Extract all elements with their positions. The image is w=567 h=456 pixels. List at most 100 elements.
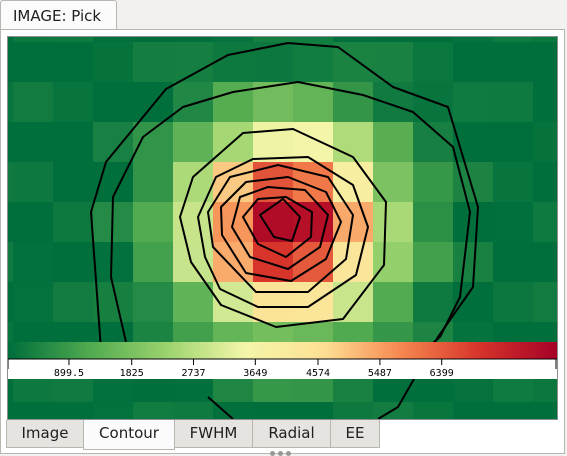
image-pixel [53, 37, 93, 42]
colorbar-segment [206, 342, 210, 359]
colorbar-segment [509, 342, 513, 359]
image-pixel [173, 202, 213, 242]
colorbar-segment [479, 342, 483, 359]
colorbar-segment [302, 342, 306, 359]
image-pixel [333, 162, 373, 202]
pane-resize-handle[interactable] [270, 451, 294, 456]
image-pixel [53, 242, 93, 282]
tab-radial[interactable]: Radial [252, 420, 331, 448]
contour-viewer[interactable]: 899.5 1825 2737 3649 4574 5487 6399 [7, 36, 558, 420]
image-pixel [213, 402, 253, 419]
image-pixel [213, 42, 253, 82]
image-pixel [8, 202, 13, 242]
image-pixel [93, 82, 133, 122]
colorbar-segment [122, 342, 126, 359]
colorbar-segment [167, 342, 171, 359]
colorbar-segment [59, 342, 63, 359]
bottom-tab-bar: Image Contour FWHM Radial EE [6, 420, 380, 450]
image-pixel [8, 242, 13, 282]
colorbar-segment [71, 342, 75, 359]
image-pixel [133, 202, 173, 242]
colorbar-segment [221, 342, 225, 359]
colorbar-segment [227, 342, 231, 359]
image-pixel [213, 37, 253, 42]
image-pixel [533, 37, 557, 42]
colorbar-segment [89, 342, 93, 359]
image-pixel [93, 37, 133, 42]
colorbar-segment [104, 342, 108, 359]
colorbar-segment [161, 342, 165, 359]
image-pixel [373, 162, 413, 202]
image-pixel [173, 82, 213, 122]
colorbar-segment [317, 342, 321, 359]
colorbar-segment [356, 342, 360, 359]
image-pixel [213, 82, 253, 122]
image-pixel [533, 82, 557, 122]
colorbar-segment [116, 342, 120, 359]
colorbar-segment [212, 342, 216, 359]
image-pixel [533, 202, 557, 242]
image-pixel [333, 242, 373, 282]
colorbar-tick-label: 4574 [306, 368, 330, 379]
tab-ee[interactable]: EE [330, 420, 380, 448]
colorbar-segment [296, 342, 300, 359]
colorbar-segment [452, 342, 456, 359]
image-pixel [413, 42, 453, 82]
image-pixel [253, 402, 293, 419]
image-pixel [173, 122, 213, 162]
image-pixel [53, 402, 93, 419]
colorbar-segment [14, 342, 18, 359]
colorbar-segment [224, 342, 228, 359]
tab-contour[interactable]: Contour [83, 420, 175, 450]
colorbar-segment [182, 342, 186, 359]
image-pixel [13, 242, 53, 282]
colorbar-segment [506, 342, 510, 359]
image-pixel [13, 402, 53, 419]
colorbar-segment [338, 342, 342, 359]
colorbar-segment [218, 342, 222, 359]
colorbar-segment [311, 342, 315, 359]
image-pixel [93, 122, 133, 162]
colorbar-segment [260, 342, 264, 359]
image-pixel [373, 82, 413, 122]
colorbar-segment [86, 342, 90, 359]
image-pixel [253, 282, 293, 322]
colorbar-segment [20, 342, 24, 359]
image-pixel [493, 37, 533, 42]
colorbar-segment [494, 342, 498, 359]
colorbar-segment [527, 342, 531, 359]
colorbar-tick-label: 6399 [430, 368, 454, 379]
contour-level-4 [197, 156, 369, 308]
colorbar-segment [488, 342, 492, 359]
image-pixel [53, 202, 93, 242]
image-pixel [53, 42, 93, 82]
image-pixel [93, 242, 133, 282]
colorbar-segment [551, 342, 555, 359]
colorbar-segment [239, 342, 243, 359]
colorbar-segment [362, 342, 366, 359]
colorbar-segment [443, 342, 447, 359]
colorbar-segment [164, 342, 168, 359]
image-pixel [213, 242, 253, 282]
contour-canvas[interactable]: 899.5 1825 2737 3649 4574 5487 6399 [8, 37, 557, 419]
image-pixel [533, 242, 557, 282]
colorbar-segment [236, 342, 240, 359]
image-pixel [373, 37, 413, 42]
image-pixel [333, 402, 373, 419]
image-pixel [413, 402, 453, 419]
tab-image[interactable]: Image [6, 420, 84, 448]
image-pixel [8, 282, 13, 322]
colorbar-label-strip [8, 359, 557, 379]
colorbar-segment [50, 342, 54, 359]
colorbar-segment [371, 342, 375, 359]
image-pixel [253, 37, 293, 42]
tab-fwhm[interactable]: FWHM [174, 420, 253, 448]
colorbar-segment [503, 342, 507, 359]
colorbar-segment [491, 342, 495, 359]
image-pixel [533, 162, 557, 202]
tab-image-pick[interactable]: IMAGE: Pick [0, 0, 117, 30]
colorbar-tick-label: 2737 [181, 368, 205, 379]
colorbar-segment [176, 342, 180, 359]
colorbar-segment [44, 342, 48, 359]
colorbar-segment [353, 342, 357, 359]
